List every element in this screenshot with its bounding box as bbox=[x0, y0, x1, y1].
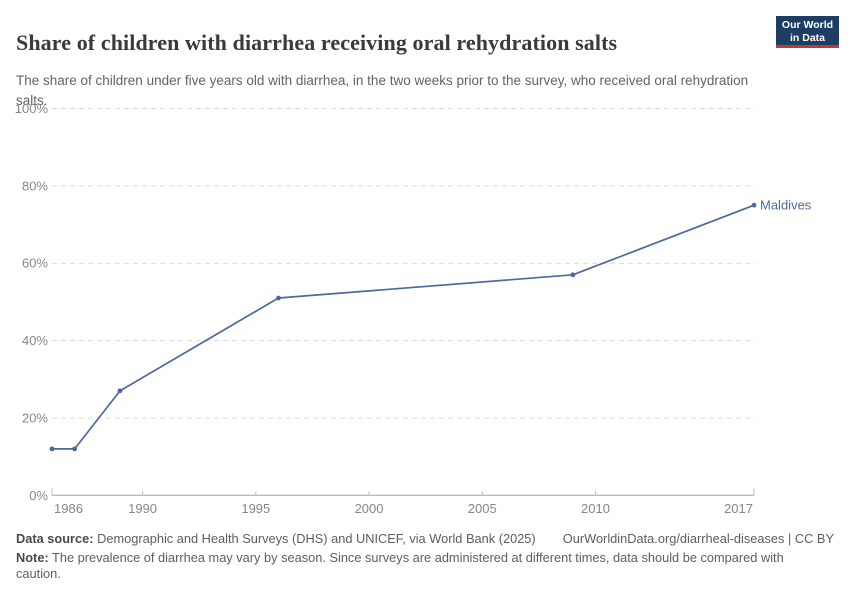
x-tick-label: 2000 bbox=[355, 501, 384, 516]
x-tick-label: 2005 bbox=[468, 501, 497, 516]
x-tick-label: 2017 bbox=[724, 501, 753, 516]
y-tick-label: 0% bbox=[29, 488, 48, 503]
y-tick-label: 60% bbox=[22, 256, 48, 271]
note-label: Note: bbox=[16, 550, 49, 565]
y-tick-label: 40% bbox=[22, 333, 48, 348]
series-label-maldives: Maldives bbox=[760, 198, 812, 213]
x-tick-label: 1995 bbox=[241, 501, 270, 516]
owid-logo-line2: in Data bbox=[789, 31, 825, 44]
page-title: Share of children with diarrhea receivin… bbox=[16, 29, 618, 55]
data-source: Data source: Demographic and Health Surv… bbox=[16, 531, 536, 547]
owid-license-link[interactable]: OurWorldinData.org/diarrheal-diseases | … bbox=[562, 531, 834, 546]
note-text: The prevalence of diarrhea may vary by s… bbox=[16, 550, 784, 581]
data-point bbox=[751, 202, 757, 208]
owid-logo[interactable]: Our World in Data bbox=[776, 16, 839, 48]
chart-note: Note: The prevalence of diarrhea may var… bbox=[16, 550, 806, 582]
data-point bbox=[570, 272, 576, 278]
data-source-text: Demographic and Health Surveys (DHS) and… bbox=[97, 531, 536, 546]
data-point bbox=[49, 446, 55, 452]
data-source-label: Data source: bbox=[16, 531, 94, 546]
series-line-maldives bbox=[51, 204, 755, 450]
data-point bbox=[276, 295, 281, 301]
x-tick-label: 1990 bbox=[128, 501, 157, 516]
data-point bbox=[117, 388, 123, 394]
chart-subtitle: The share of children under five years o… bbox=[16, 72, 749, 108]
chart-svg: 0% 20% 40% 60% 80% 100% 1986 1990 1995 2000 2005 20… bbox=[15, 101, 812, 516]
owid-logo-line1: Our World bbox=[781, 19, 834, 31]
data-point bbox=[72, 446, 78, 452]
x-tick-label: 2010 bbox=[581, 501, 610, 516]
chart-footer: Data source: Demographic and Health Surv… bbox=[16, 531, 834, 582]
y-tick-label: 80% bbox=[22, 178, 48, 193]
y-tick-label: 20% bbox=[22, 410, 48, 425]
line-chart: 0% 20% 40% 60% 80% 100% 1986 1990 1995 2000 2005 20… bbox=[0, 95, 850, 525]
x-tick-label: 1986 bbox=[54, 501, 83, 516]
y-tick-label: 100% bbox=[15, 101, 49, 116]
